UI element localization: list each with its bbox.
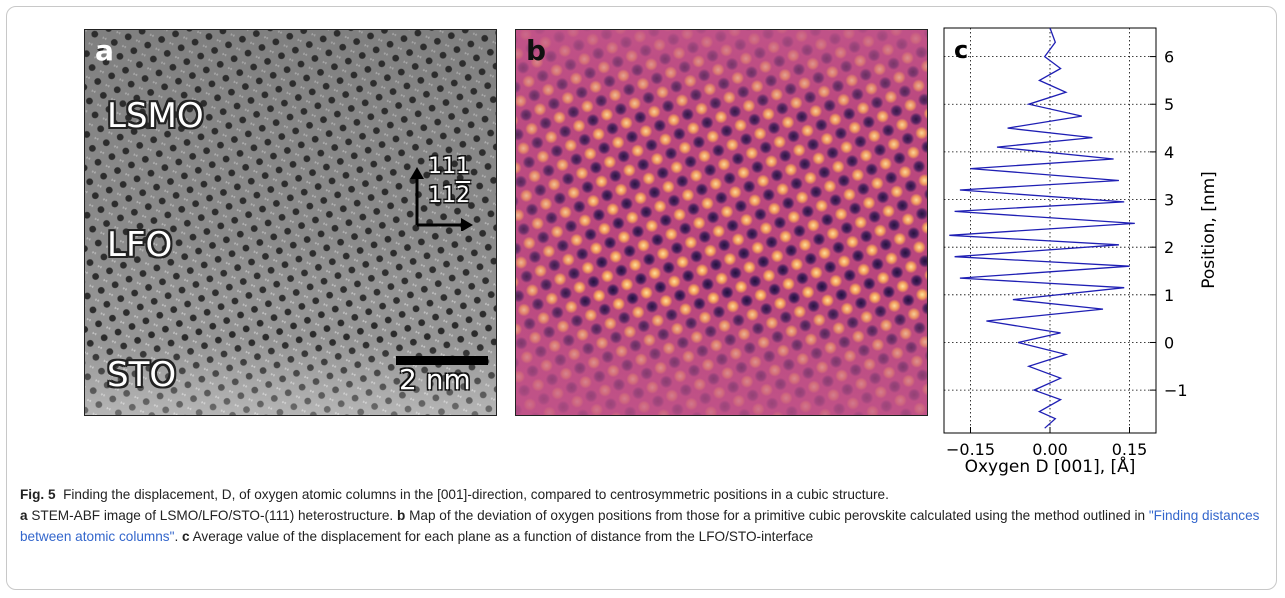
y-tick-label: 4 <box>1164 143 1174 162</box>
y-tick-label: 2 <box>1164 238 1174 257</box>
direction-11-2bar-label: 112 <box>428 185 470 207</box>
stem-abf-image <box>85 30 496 415</box>
figure-caption: Fig. 5 Finding the displacement, D, of o… <box>20 484 1260 547</box>
y-tick-label: 6 <box>1164 48 1174 67</box>
y-tick-label: −1 <box>1164 381 1188 400</box>
caption-b-text: Map of the deviation of oxygen positions… <box>409 508 1146 523</box>
x-tick-label: 0.00 <box>1032 440 1068 459</box>
axis-ticks: −0.15 0.00 0.15 −1 0 1 2 3 4 5 6 <box>946 48 1188 459</box>
y-tick-label: 0 <box>1164 333 1174 352</box>
label-lsmo: LSMO <box>107 96 204 136</box>
scale-bar <box>396 356 488 365</box>
panel-c-displacement-plot: −0.15 0.00 0.15 −1 0 1 2 3 4 5 6 c Oxygen D [001],… <box>943 27 1219 477</box>
panel-a-letter: a <box>95 34 114 67</box>
caption-b-label: b <box>396 508 406 523</box>
label-lfo: LFO <box>107 225 173 265</box>
direction-111-label: 111 <box>428 154 470 179</box>
caption-a-text: STEM-ABF image of LSMO/LFO/STO-(111) het… <box>31 508 394 523</box>
panel-a-stem-image: a LSMO LFO STO 111 112 2 nm <box>84 29 497 416</box>
y-tick-label: 3 <box>1164 191 1174 210</box>
grid-lines <box>944 28 1156 433</box>
caption-c-text: Average value of the displacement for ea… <box>192 529 814 544</box>
panel-b-letter: b <box>526 34 547 67</box>
x-axis-label: Oxygen D [001], [Å] <box>965 455 1136 477</box>
series-line <box>949 27 1135 429</box>
oxygen-deviation-map <box>516 30 927 415</box>
y-tick-label: 5 <box>1164 95 1174 114</box>
x-tick-label: 0.15 <box>1112 440 1148 459</box>
caption-intro: Finding the displacement, D, of oxygen a… <box>63 487 889 502</box>
y-axis-label: Position, [nm] <box>1199 171 1219 289</box>
label-sto: STO <box>107 355 177 395</box>
panel-c-letter: c <box>954 36 968 64</box>
direction-arrows-icon <box>410 167 473 231</box>
caption-figure-number: Fig. 5 <box>20 487 56 502</box>
x-tick-label: −0.15 <box>946 440 995 459</box>
caption-c-label: c <box>182 529 190 544</box>
caption-b-text-end: . <box>174 529 179 544</box>
panel-b-displacement-map: b <box>515 29 928 416</box>
direction-digits: 11 <box>428 183 456 208</box>
y-tick-label: 1 <box>1164 286 1174 305</box>
direction-bar-digit: 2 <box>456 183 470 208</box>
caption-section-link[interactable]: "Finding distances between atomic column… <box>20 508 1260 544</box>
scale-bar-label: 2 nm <box>399 363 471 396</box>
caption-a-label: a <box>20 508 28 523</box>
